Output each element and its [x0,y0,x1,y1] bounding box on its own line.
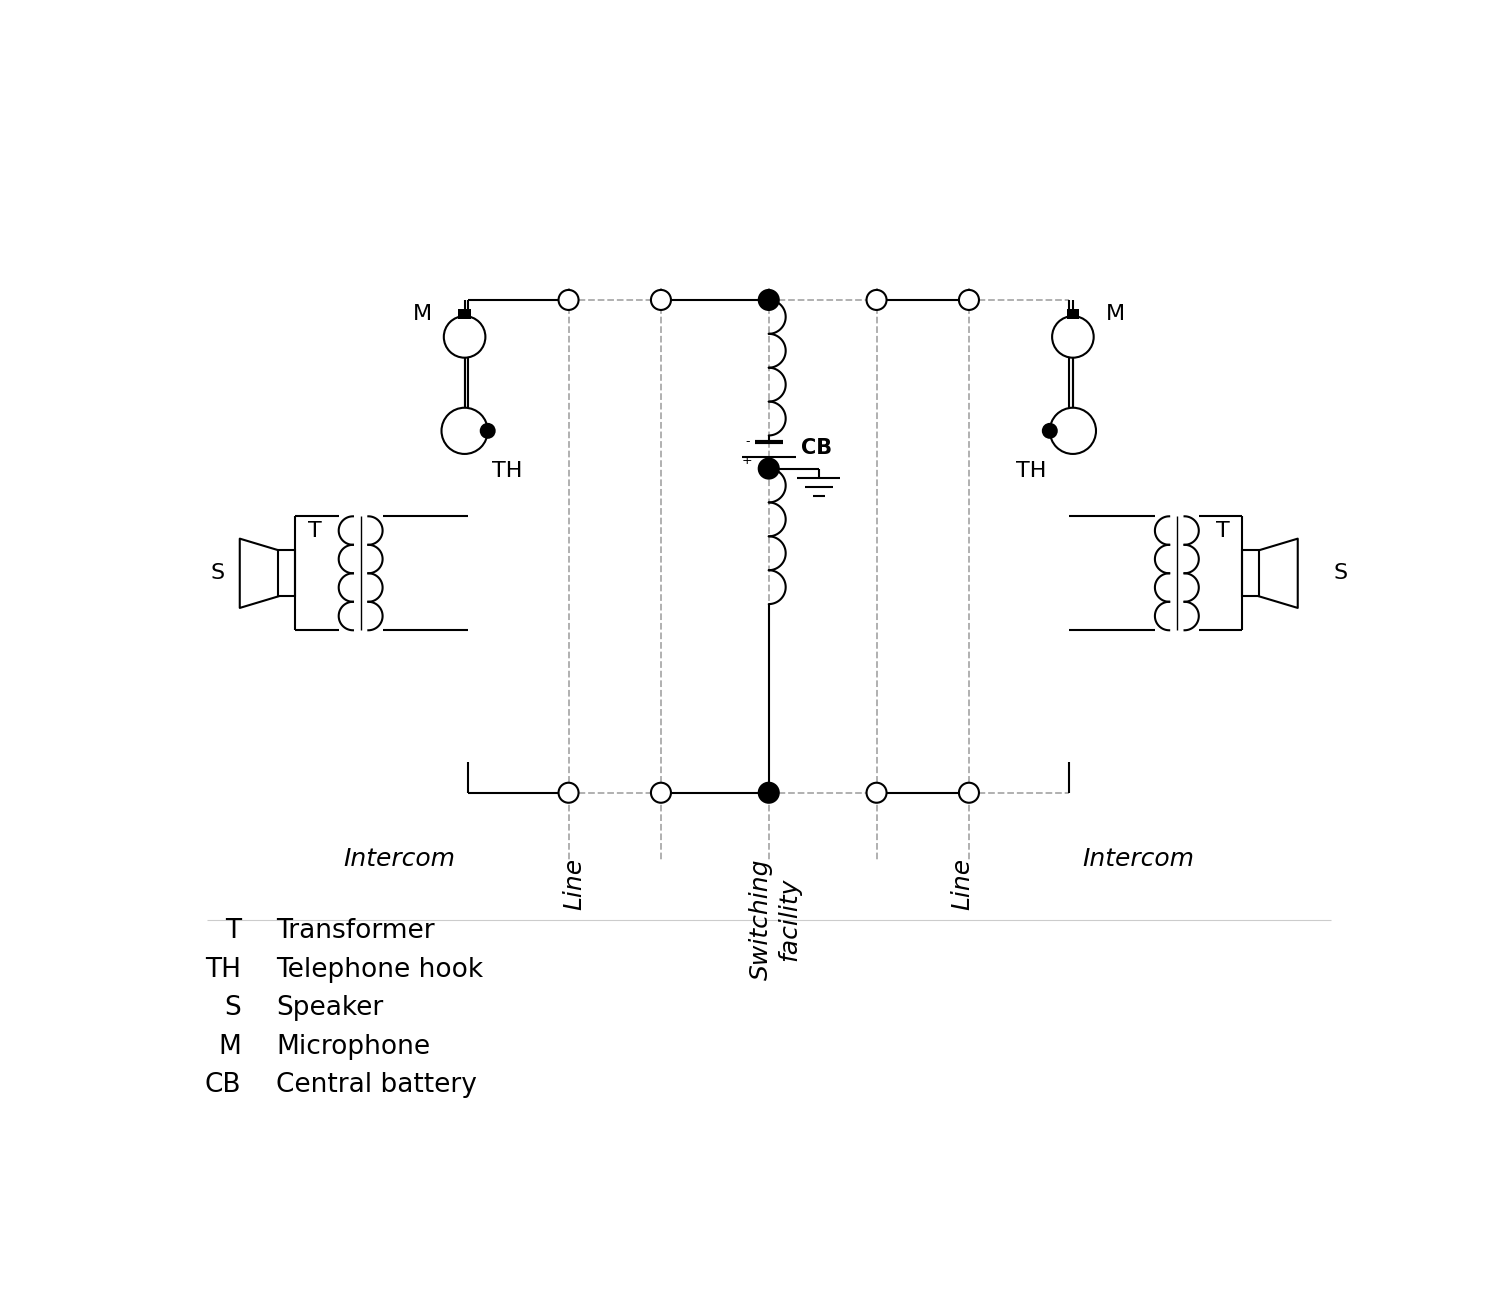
Text: +: + [742,453,753,466]
Text: Telephone hook: Telephone hook [276,957,483,983]
Circle shape [558,782,579,803]
Text: T: T [225,918,242,944]
Bar [1242,550,1258,597]
Text: Line: Line [562,858,586,910]
Text: Intercom: Intercom [1083,846,1194,871]
Text: Intercom: Intercom [344,846,454,871]
Circle shape [759,782,778,803]
Text: Transformer: Transformer [276,918,435,944]
Text: Microphone: Microphone [276,1034,430,1060]
Text: CB: CB [206,1072,242,1098]
Text: S: S [225,995,242,1021]
Text: T: T [308,521,321,541]
Circle shape [651,782,670,803]
Text: M: M [1106,304,1125,324]
Bar [1066,310,1078,319]
Text: CB: CB [801,438,832,458]
Circle shape [759,290,778,310]
Circle shape [1042,424,1056,438]
Text: TH: TH [492,461,522,481]
Circle shape [867,782,886,803]
Bar [459,310,471,319]
Circle shape [958,290,980,310]
Circle shape [1050,407,1096,454]
Text: TH: TH [1016,461,1046,481]
Circle shape [558,290,579,310]
Circle shape [444,316,486,358]
Text: M: M [413,304,432,324]
Text: S: S [1334,563,1347,584]
Circle shape [958,782,980,803]
Circle shape [482,424,495,438]
Text: -: - [746,435,750,448]
Text: Line: Line [951,858,975,910]
Circle shape [1052,316,1094,358]
Text: T: T [1216,521,1230,541]
Text: Speaker: Speaker [276,995,382,1021]
Text: S: S [210,563,225,584]
Text: Central battery: Central battery [276,1072,477,1098]
Text: Switching
facility: Switching facility [748,858,801,980]
Bar [279,550,296,597]
Circle shape [759,458,778,478]
Text: TH: TH [206,957,242,983]
Circle shape [441,407,488,454]
Circle shape [867,290,886,310]
Text: M: M [219,1034,242,1060]
Circle shape [651,290,670,310]
